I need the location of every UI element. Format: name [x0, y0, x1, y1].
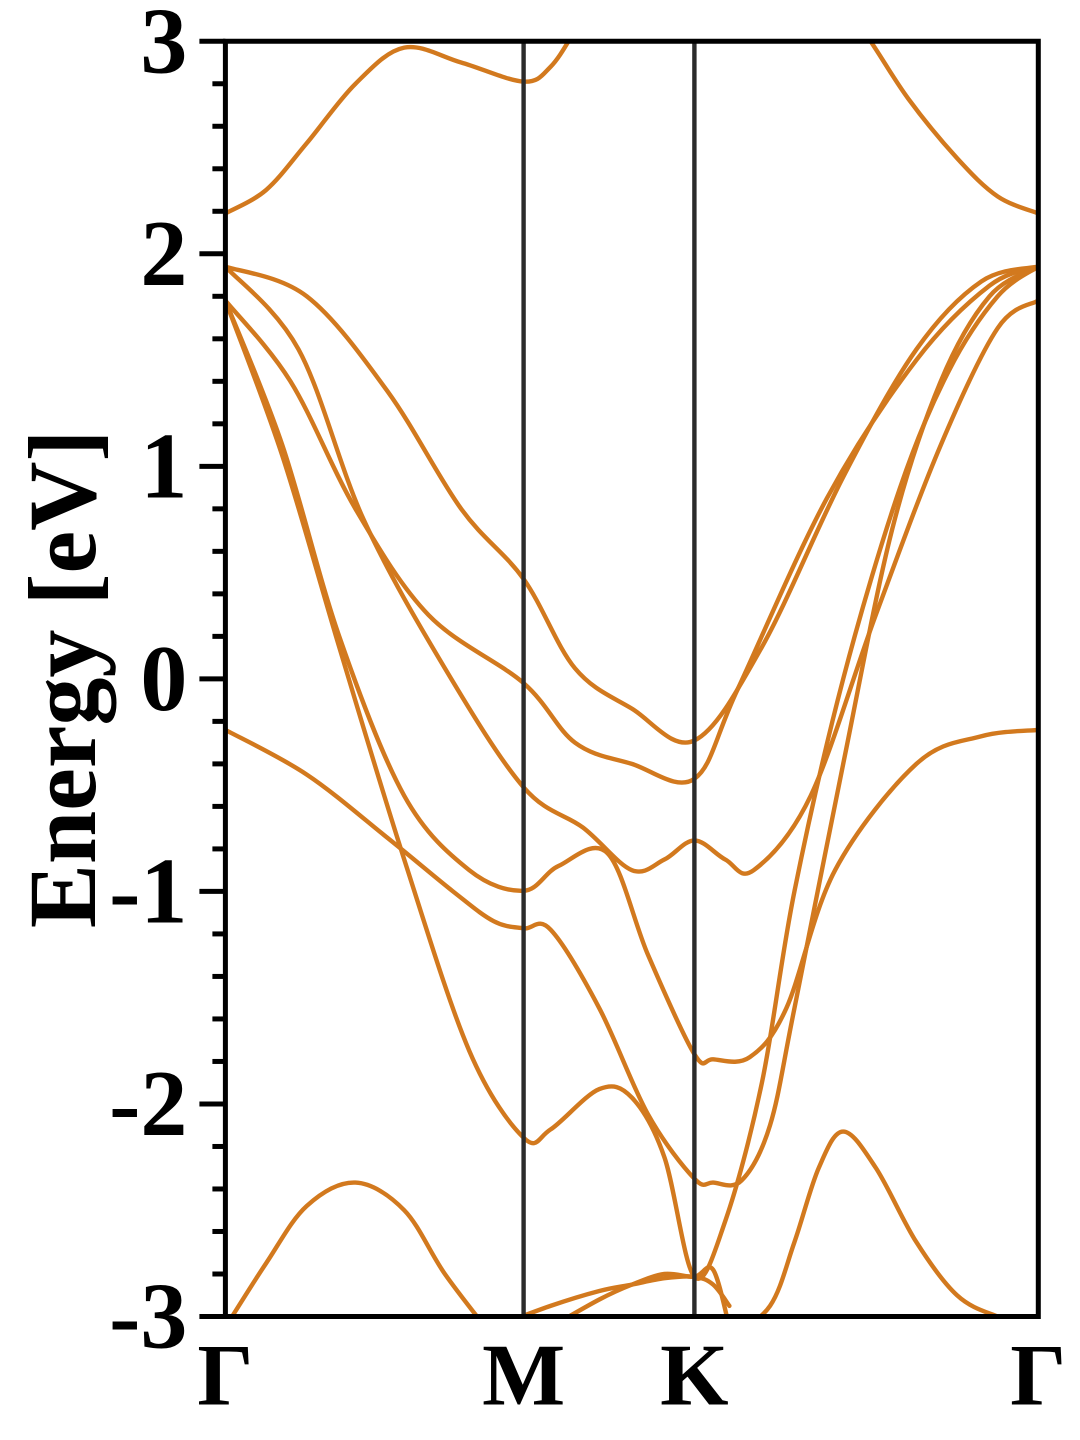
svg-text:3: 3: [140, 0, 187, 93]
svg-text:-3: -3: [109, 1265, 187, 1369]
svg-text:-2: -2: [109, 1052, 187, 1156]
svg-text:Γ: Γ: [197, 1328, 253, 1425]
svg-text:1: 1: [140, 414, 187, 518]
svg-text:2: 2: [140, 202, 187, 306]
svg-text:-1: -1: [109, 839, 187, 943]
svg-text:Energy [eV]: Energy [eV]: [9, 430, 116, 929]
svg-text:Γ: Γ: [1010, 1328, 1066, 1425]
svg-text:M: M: [482, 1328, 565, 1425]
svg-text:K: K: [660, 1328, 728, 1425]
svg-text:0: 0: [140, 627, 187, 731]
